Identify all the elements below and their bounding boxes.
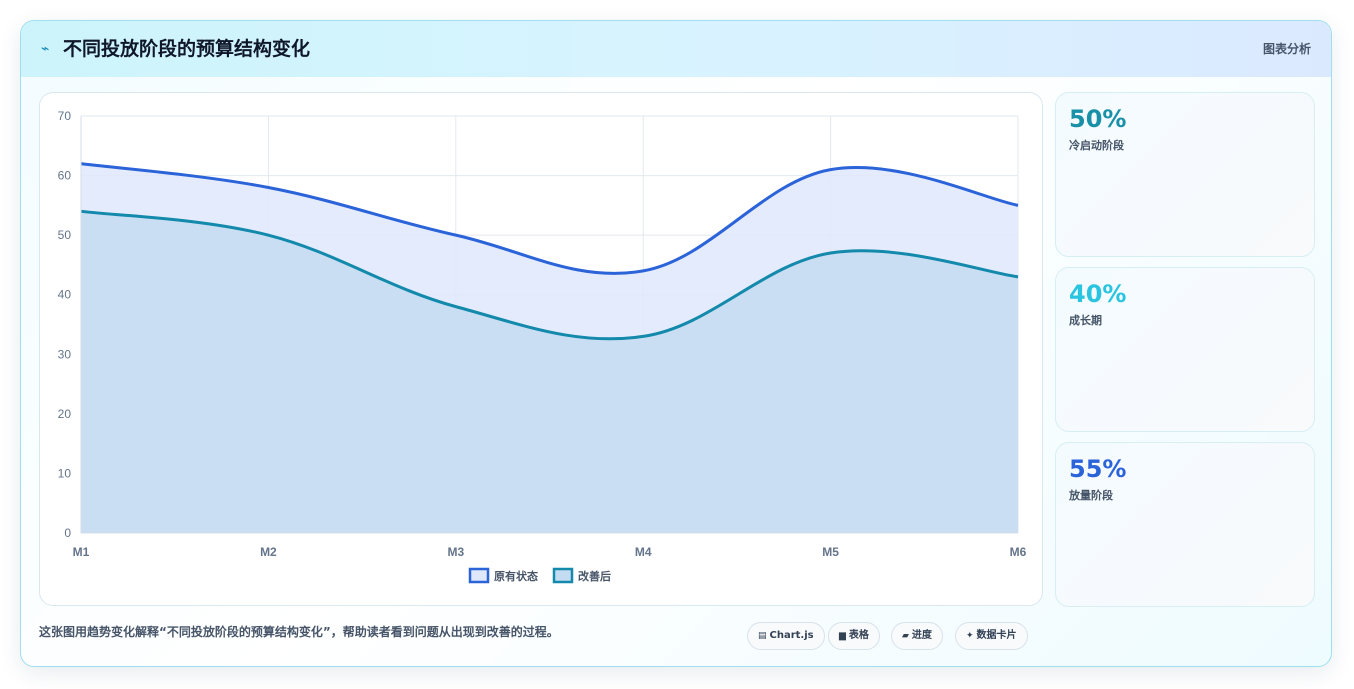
y-tick-label: 50 [58, 228, 72, 242]
tag-chartjs[interactable]: ▤ Chart.js [747, 622, 825, 650]
legend-swatch [468, 567, 490, 584]
stat-value: 50% [1069, 105, 1127, 133]
stat-label: 成长期 [1069, 314, 1102, 327]
tag-label: 表格 [848, 630, 869, 641]
y-tick-label: 0 [64, 526, 71, 540]
y-tick-label: 30 [58, 347, 72, 361]
tag-label: 进度 [911, 630, 932, 641]
chart-caption: 这张图用趋势变化解释“不同投放阶段的预算结构变化”，帮助读者看到问题从出现到改善… [39, 625, 559, 639]
legend-swatch [552, 567, 574, 584]
tag-label: Chart.js [769, 630, 814, 641]
y-tick-label: 40 [58, 288, 72, 302]
x-tick-label: M2 [260, 545, 277, 559]
stat-card-cold-start: 50% 冷启动阶段 [1055, 92, 1315, 257]
x-tick-label: M4 [635, 545, 652, 559]
chart-icon: ▤ [758, 631, 767, 641]
chart-analysis-label: 图表分析 [1262, 42, 1311, 56]
sparkle-icon: ✦ [966, 631, 974, 641]
stat-card-scale: 55% 放量阶段 [1055, 442, 1315, 607]
tag-progress[interactable]: ▰ 进度 [891, 622, 943, 650]
y-tick-label: 60 [58, 169, 72, 183]
tag-table[interactable]: ▆ 表格 [828, 622, 880, 650]
area-chart: 0 10 20 30 40 50 60 70 M1 M2 M3 M4 M5 M6 原有状态 改善后 [58, 109, 1027, 584]
chart-card: ⌁ 不同投放阶段的预算结构变化 图表分析 0 10 20 30 40 50 60 70 M1 M2… [20, 20, 1332, 667]
tag-data-card[interactable]: ✦ 数据卡片 [955, 622, 1028, 650]
stat-label: 放量阶段 [1069, 489, 1113, 502]
series-line-0 [80, 162, 1019, 275]
x-tick-label: M6 [1010, 545, 1027, 559]
stat-label: 冷启动阶段 [1069, 139, 1124, 152]
series-line-1 [80, 209, 1019, 341]
legend-label: 改善后 [578, 569, 611, 583]
stat-value: 40% [1069, 280, 1127, 308]
y-tick-label: 20 [58, 407, 72, 421]
stat-value: 55% [1069, 455, 1127, 483]
stat-card-growth: 40% 成长期 [1055, 267, 1315, 432]
chart-panel: 0 10 20 30 40 50 60 70 M1 M2 M3 M4 M5 M6 原有状态 改善后 [39, 92, 1043, 606]
x-tick-label: M5 [822, 545, 839, 559]
legend-label: 原有状态 [494, 569, 538, 583]
chart-title: 不同投放阶段的预算结构变化 [63, 38, 311, 60]
table-icon: ▆ [839, 631, 846, 641]
progress-icon: ▰ [902, 631, 909, 641]
series-area-1 [81, 211, 1018, 534]
card-header: ⌁ 不同投放阶段的预算结构变化 图表分析 [21, 21, 1331, 77]
x-tick-label: M1 [73, 545, 90, 559]
y-tick-label: 70 [58, 109, 72, 123]
trend-icon: ⌁ [41, 41, 50, 57]
x-tick-label: M3 [447, 545, 464, 559]
y-tick-label: 10 [58, 466, 72, 480]
tag-label: 数据卡片 [976, 630, 1017, 641]
